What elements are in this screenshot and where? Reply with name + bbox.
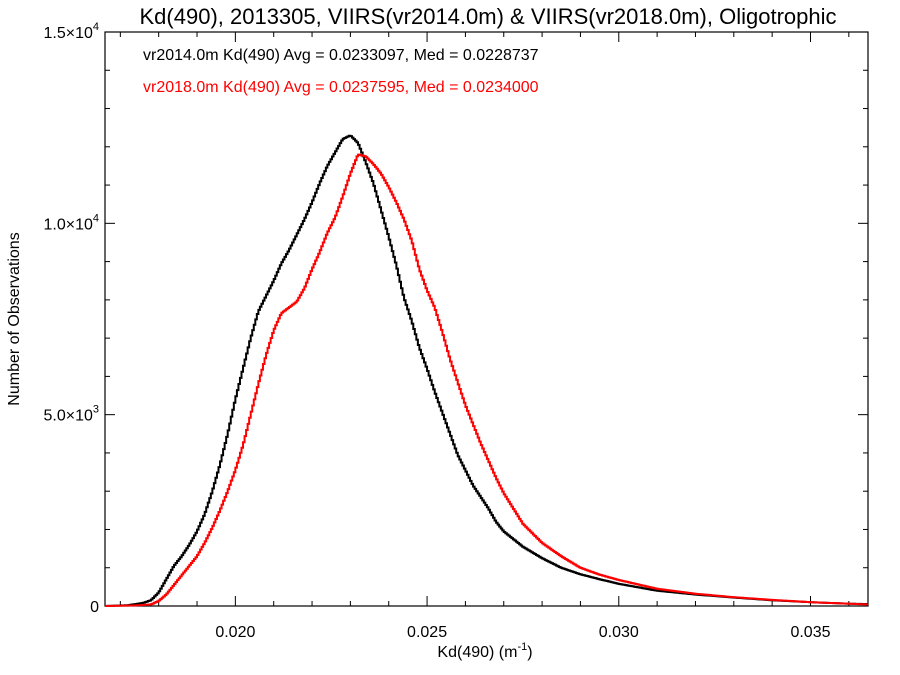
y-tick-label: 1.5×104 <box>43 21 99 42</box>
x-axis-label: Kd(490) (m-1) <box>437 641 532 661</box>
x-axis-label-close: ) <box>527 644 532 661</box>
series-layer <box>105 134 869 607</box>
tick-marks <box>105 31 868 607</box>
x-axis-label-main: Kd(490) (m <box>437 644 517 661</box>
series-line-0 <box>105 134 869 607</box>
chart-title: Kd(490), 2013305, VIIRS(vr2014.0m) & VII… <box>140 4 837 29</box>
series-line-1 <box>105 153 869 607</box>
y-axis-label: Number of Observations <box>6 232 23 405</box>
y-tick-label: 0 <box>90 599 99 616</box>
legend-entry-vr2014: vr2014.0m Kd(490) Avg = 0.0233097, Med =… <box>143 47 539 64</box>
x-axis-label-sup: -1 <box>517 641 527 653</box>
x-tick-label: 0.035 <box>790 624 830 641</box>
y-tick-mantissa: 0 <box>90 599 99 616</box>
y-tick-exponent: 4 <box>93 21 99 33</box>
x-axis-tick-labels: 0.020 0.025 0.030 0.035 <box>215 624 830 641</box>
y-tick-mantissa: 1.5×10 <box>43 25 92 42</box>
x-tick-label: 0.030 <box>599 624 639 641</box>
y-tick-exponent: 4 <box>93 212 99 224</box>
y-tick-mantissa: 1.0×10 <box>43 216 92 233</box>
y-tick-mantissa: 5.0×10 <box>43 408 92 425</box>
plot-frame <box>104 31 869 607</box>
legend-entry-vr2018: vr2018.0m Kd(490) Avg = 0.0237595, Med =… <box>143 79 539 96</box>
x-tick-label: 0.020 <box>215 624 255 641</box>
x-tick-label: 0.025 <box>407 624 447 641</box>
y-tick-label: 5.0×103 <box>43 404 99 425</box>
y-tick-exponent: 3 <box>93 404 99 416</box>
y-tick-label: 1.0×104 <box>43 212 99 233</box>
